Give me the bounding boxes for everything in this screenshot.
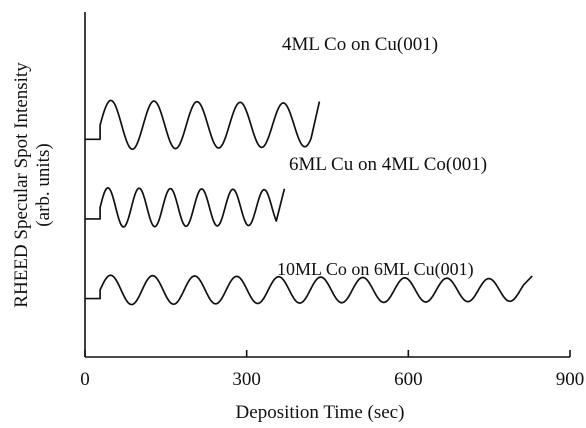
series-label: 10ML Co on 6ML Cu(001) — [277, 259, 474, 280]
y-axis-label: RHEED Specular Spot Intensity — [11, 62, 32, 308]
series-label: 6ML Cu on 4ML Co(001) — [289, 154, 487, 175]
x-tick-label: 300 — [232, 369, 261, 390]
x-tick-label: 0 — [80, 369, 90, 390]
axes — [84, 12, 570, 358]
curves — [85, 99, 533, 306]
x-axis-label: Deposition Time (sec) — [236, 402, 405, 423]
series-label: 4ML Co on Cu(001) — [282, 34, 438, 55]
x-tick-label: 600 — [394, 369, 423, 390]
x-ticks: 0 300 600 900 — [80, 350, 584, 390]
series-labels: 4ML Co on Cu(001) 6ML Cu on 4ML Co(001) 10… — [277, 34, 487, 280]
series-line — [85, 187, 286, 228]
series-line — [85, 99, 321, 151]
y-axis-label-units: (arb. units) — [33, 143, 54, 226]
x-tick-label: 900 — [556, 369, 585, 390]
series-line — [85, 274, 533, 306]
